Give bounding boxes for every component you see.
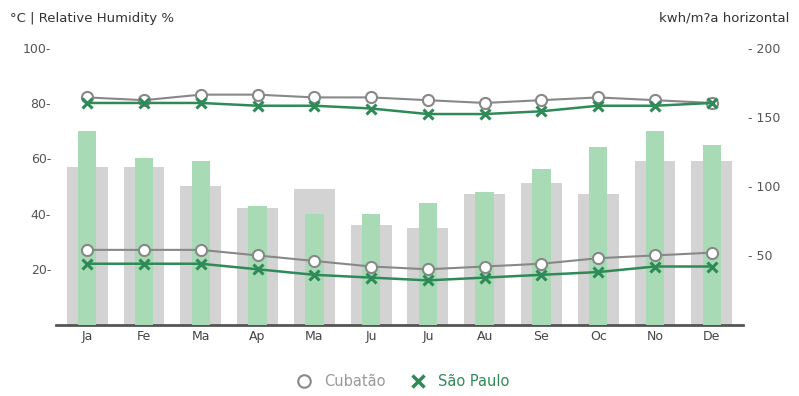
Bar xyxy=(192,161,210,325)
Bar xyxy=(691,161,732,325)
Bar xyxy=(67,167,108,325)
Bar xyxy=(248,206,267,325)
Bar xyxy=(124,167,165,325)
Text: kwh/m?a horizontal: kwh/m?a horizontal xyxy=(659,12,789,25)
Bar xyxy=(521,183,562,325)
Bar xyxy=(464,194,505,325)
Legend: Cubatão, São Paulo: Cubatão, São Paulo xyxy=(284,368,515,395)
Bar xyxy=(181,186,221,325)
Bar xyxy=(78,131,97,325)
Bar xyxy=(407,228,448,325)
Bar xyxy=(362,214,380,325)
Bar xyxy=(135,158,153,325)
Bar xyxy=(294,189,335,325)
Bar xyxy=(475,192,494,325)
Bar xyxy=(351,225,392,325)
Bar xyxy=(634,161,675,325)
Bar xyxy=(578,194,618,325)
Bar xyxy=(237,208,278,325)
Bar xyxy=(702,145,721,325)
Text: °C | Relative Humidity %: °C | Relative Humidity % xyxy=(10,12,173,25)
Bar xyxy=(532,169,551,325)
Bar xyxy=(589,147,607,325)
Bar xyxy=(305,214,324,325)
Bar xyxy=(419,203,437,325)
Bar xyxy=(646,131,664,325)
